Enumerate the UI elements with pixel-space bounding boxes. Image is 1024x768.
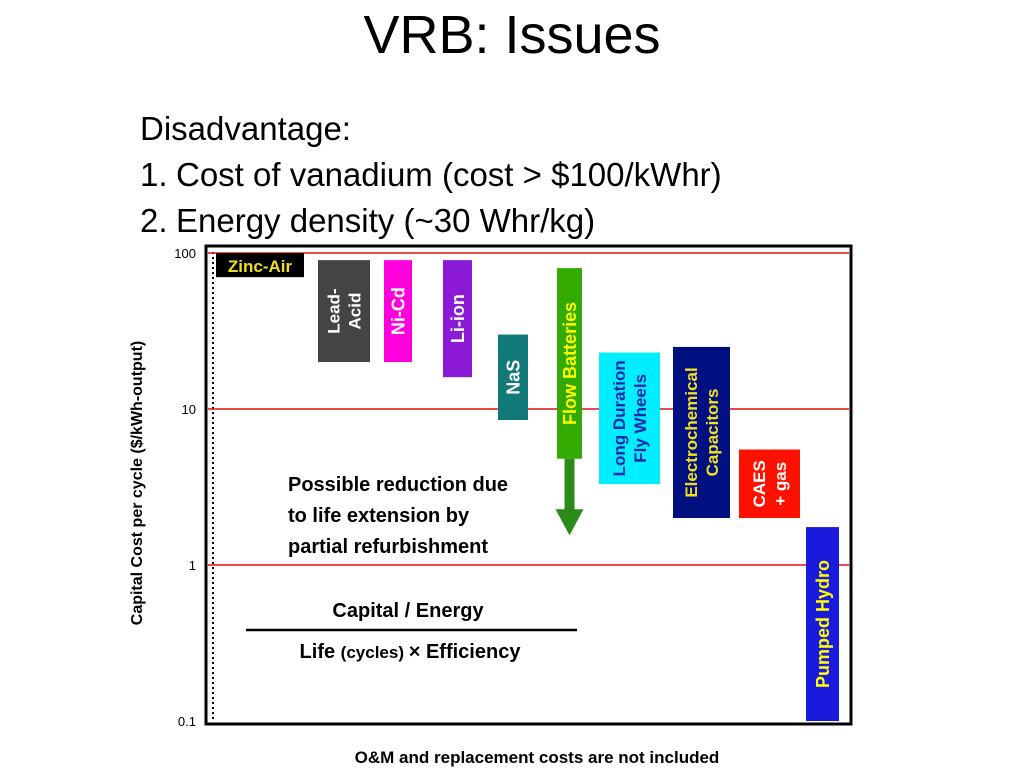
bar-label: Capacitors (703, 389, 722, 477)
bullet-number: 1. (140, 156, 168, 193)
bar-caes-gas (739, 449, 800, 519)
reduction-annotation-line: Possible reduction due (288, 474, 508, 496)
bar-flow-batteries (557, 268, 582, 459)
bar-label: Fly Wheels (631, 374, 650, 463)
reduction-annotation-line: to life extension by (288, 505, 470, 527)
bar-lead-acid (318, 260, 370, 363)
formula-denominator: Life (cycles) × Efficiency (300, 641, 522, 663)
y-tick-label: 100 (174, 246, 196, 261)
bullet-item-1: 1. Cost of vanadium (cost > $100/kWhr) (140, 152, 722, 198)
y-tick-label: 0.1 (178, 714, 196, 729)
bar-label: Li-ion (448, 294, 468, 343)
slide-title: VRB: Issues (363, 5, 661, 65)
y-tick-label: 10 (182, 402, 196, 417)
formula-cycles: (cycles) (341, 643, 409, 662)
bar-label: Acid (345, 293, 364, 330)
bar-label: Zinc-Air (228, 257, 293, 276)
bar-long-duration-fly-wheels (599, 352, 660, 485)
bar-label: Ni-Cd (388, 287, 408, 335)
bullet-text: Cost of vanadium (cost > $100/kWhr) (176, 156, 722, 193)
bullets-heading: Disadvantage: (140, 110, 351, 147)
bar-label: Pumped Hydro (813, 560, 833, 688)
bar-li-ion (443, 260, 472, 378)
x-axis-note: O&M and replacement costs are not includ… (355, 748, 720, 767)
bar-zinc-air (216, 253, 304, 278)
reduction-annotation-line: partial refurbishment (288, 536, 488, 558)
bar-label: Long Duration (610, 360, 629, 476)
formula-efficiency: × Efficiency (409, 641, 522, 663)
bar-label: Flow Batteries (560, 302, 580, 425)
y-axis-label: Capital Cost per cycle ($/kWh-output) (129, 341, 146, 625)
reduction-arrow-head (555, 509, 584, 536)
bar-label: Lead- (324, 288, 343, 333)
bar-electrochemical-capacitors (673, 346, 730, 519)
formula-life: Life (300, 641, 341, 663)
y-tick-label: 1 (189, 558, 196, 573)
bullet-item-2: 2. Energy density (~30 Whr/kg) (140, 198, 722, 244)
bar-label: NaS (503, 360, 523, 395)
bar-pumped-hydro (806, 527, 839, 721)
reduction-arrow-shaft (564, 458, 575, 514)
bar-ni-cd (384, 260, 412, 363)
bar-label: CAES (750, 460, 769, 507)
bullet-text: Energy density (~30 Whr/kg) (176, 202, 596, 239)
bar-label: + gas (771, 462, 790, 506)
bullet-number: 2. (140, 202, 168, 239)
bullet-list: Disadvantage: 1. Cost of vanadium (cost … (140, 106, 722, 244)
formula-numerator: Capital / Energy (332, 600, 484, 622)
bar-label: Electrochemical (682, 367, 701, 497)
bar-nas (498, 334, 528, 421)
